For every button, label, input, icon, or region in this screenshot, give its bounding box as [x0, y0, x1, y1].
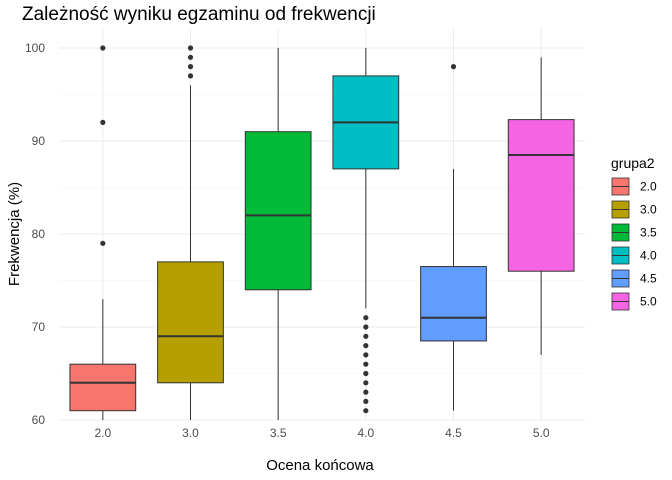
- legend-item-3.5: 3.5: [611, 223, 657, 242]
- grid: [59, 29, 585, 421]
- box-2.0: [69, 45, 137, 420]
- box-3.0: [157, 45, 224, 420]
- outlier-point: [100, 119, 106, 125]
- chart-title: Zależność wyniku egzaminu od frekwencji: [22, 4, 376, 25]
- outlier-point: [363, 398, 369, 404]
- legend-label: 2.0: [640, 180, 657, 194]
- box-body: [69, 363, 137, 412]
- legend-item-3.0: 3.0: [611, 200, 657, 219]
- y-tick-label: 90: [32, 134, 46, 148]
- legend-label: 3.5: [640, 226, 657, 240]
- outlier-point: [187, 73, 194, 79]
- legend: grupa2 2.0 3.0 3.5 4.0 4.5 5.0: [611, 155, 657, 311]
- legend-label: 3.0: [640, 203, 657, 217]
- outlier-point: [363, 389, 369, 395]
- x-tick-label: 4.5: [445, 426, 462, 440]
- outlier-point: [363, 324, 369, 330]
- outlier-point: [363, 370, 369, 377]
- outlier-point: [363, 408, 369, 414]
- outlier-point: [363, 343, 369, 349]
- legend-label: 5.0: [640, 295, 657, 309]
- legend-label: 4.0: [640, 249, 657, 263]
- outlier-point: [363, 333, 369, 339]
- box-3.5: [244, 48, 312, 420]
- legend-item-4.5: 4.5: [611, 269, 657, 288]
- outlier-point: [187, 45, 194, 51]
- outlier-point: [187, 54, 194, 60]
- y-tick-label: 100: [25, 41, 45, 55]
- legend-item-5.0: 5.0: [611, 292, 657, 311]
- x-axis-ticks: 2.0 3.0 3.5 4.0 4.5 5.0: [94, 426, 549, 440]
- outlier-point: [363, 361, 369, 367]
- box-body: [507, 119, 575, 272]
- x-tick-label: 5.0: [533, 426, 550, 440]
- outlier-point: [363, 352, 369, 358]
- outlier-point: [450, 64, 457, 70]
- outlier-point: [100, 45, 106, 51]
- y-axis-title: Frekwencja (%): [6, 182, 23, 286]
- y-tick-label: 60: [32, 413, 46, 427]
- x-tick-label: 3.0: [182, 426, 199, 440]
- outlier-point: [100, 240, 106, 246]
- box-series: [69, 45, 575, 420]
- x-tick-label: 2.0: [94, 426, 111, 440]
- outlier-point: [363, 315, 369, 321]
- outlier-point: [363, 380, 369, 386]
- y-axis-ticks: 60 70 80 90 100: [25, 41, 45, 427]
- outlier-point: [187, 64, 194, 70]
- x-tick-label: 4.0: [357, 426, 374, 440]
- y-tick-label: 80: [32, 227, 46, 241]
- box-4.0: [332, 48, 400, 414]
- x-axis-title: Ocena końcowa: [266, 457, 374, 474]
- y-tick-label: 70: [32, 320, 46, 334]
- x-tick-label: 3.5: [270, 426, 287, 440]
- legend-title: grupa2: [611, 155, 655, 171]
- box-body: [244, 131, 312, 291]
- box-4.5: [420, 64, 487, 411]
- box-body: [157, 261, 224, 384]
- legend-item-4.0: 4.0: [611, 246, 657, 265]
- box-5.0: [507, 57, 575, 355]
- legend-item-2.0: 2.0: [611, 177, 657, 196]
- legend-label: 4.5: [640, 272, 657, 286]
- box-body: [420, 266, 487, 342]
